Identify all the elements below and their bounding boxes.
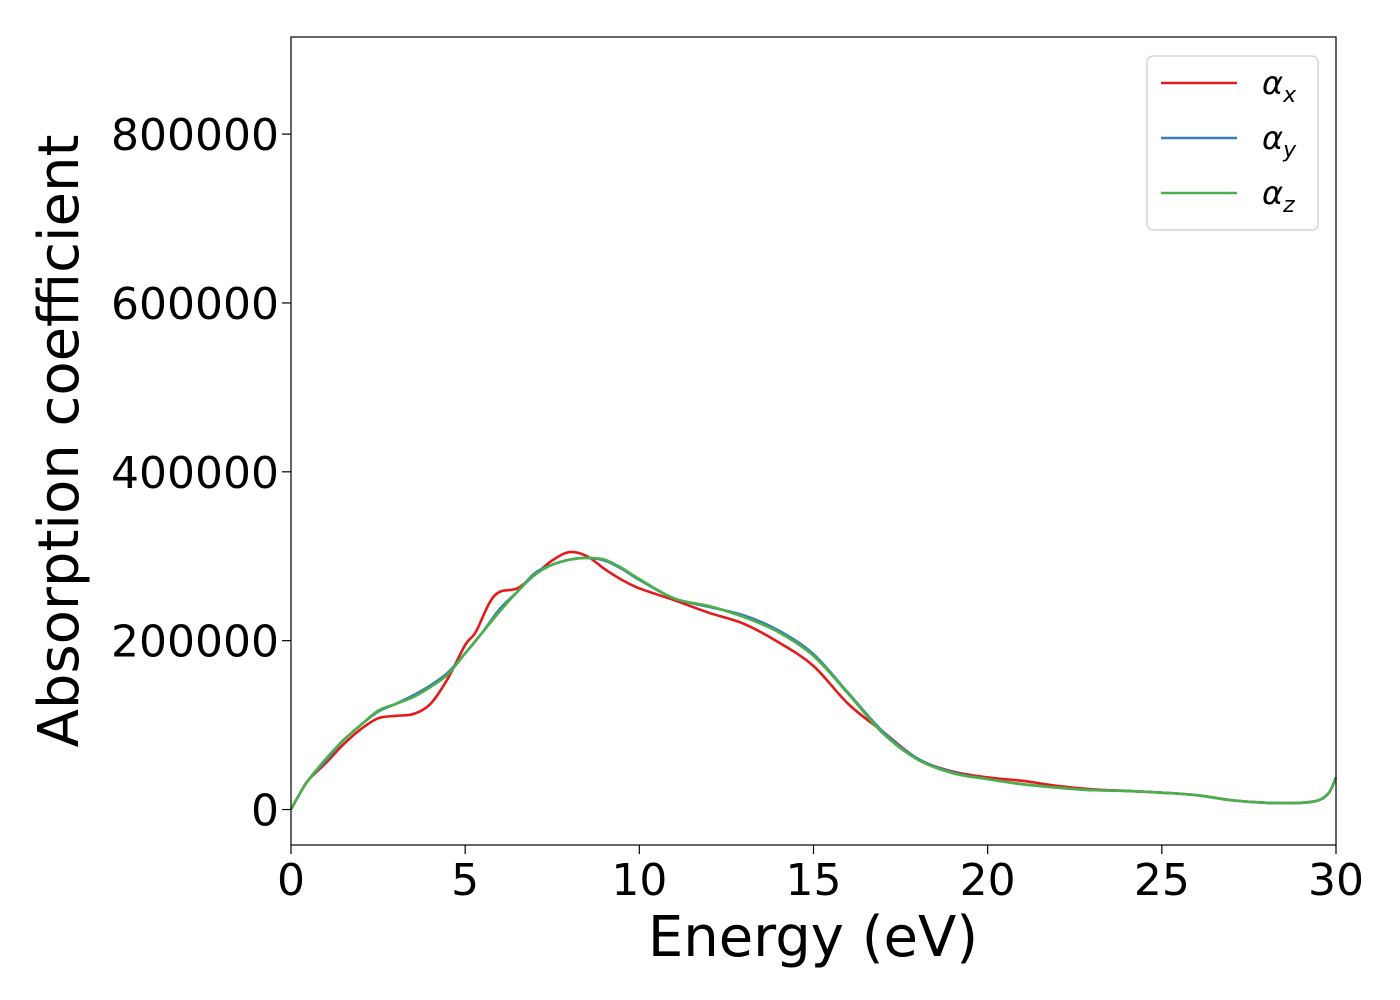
legend-label-y: αy xyxy=(1262,119,1297,163)
y-tick-label: 800000 xyxy=(111,110,279,161)
x-tick-label: 15 xyxy=(786,855,842,906)
y-axis: 0 200000 400000 600000 800000 xyxy=(111,110,291,837)
x-tick-label: 0 xyxy=(277,855,305,906)
y-axis-title: Absorption coefficient xyxy=(27,135,92,748)
legend-label-x: αx xyxy=(1262,64,1297,108)
series-layer xyxy=(289,550,1338,811)
x-tick-label: 20 xyxy=(960,855,1016,906)
x-tick-label: 10 xyxy=(611,855,667,906)
x-axis-title: Energy (eV) xyxy=(648,905,978,970)
y-tick-label: 0 xyxy=(251,786,279,837)
series-line-z xyxy=(289,556,1338,811)
y-tick-label: 400000 xyxy=(111,448,279,499)
y-tick-label: 600000 xyxy=(111,279,279,330)
x-tick-label: 25 xyxy=(1134,855,1190,906)
legend: αx αy αz xyxy=(1146,55,1319,231)
legend-box xyxy=(1146,55,1319,231)
y-tick-label: 200000 xyxy=(111,617,279,668)
legend-label-z: αz xyxy=(1262,174,1295,218)
x-axis: 0 5 10 15 20 25 30 xyxy=(277,845,1364,906)
x-tick-label: 30 xyxy=(1308,855,1364,906)
x-tick-label: 5 xyxy=(451,855,479,906)
